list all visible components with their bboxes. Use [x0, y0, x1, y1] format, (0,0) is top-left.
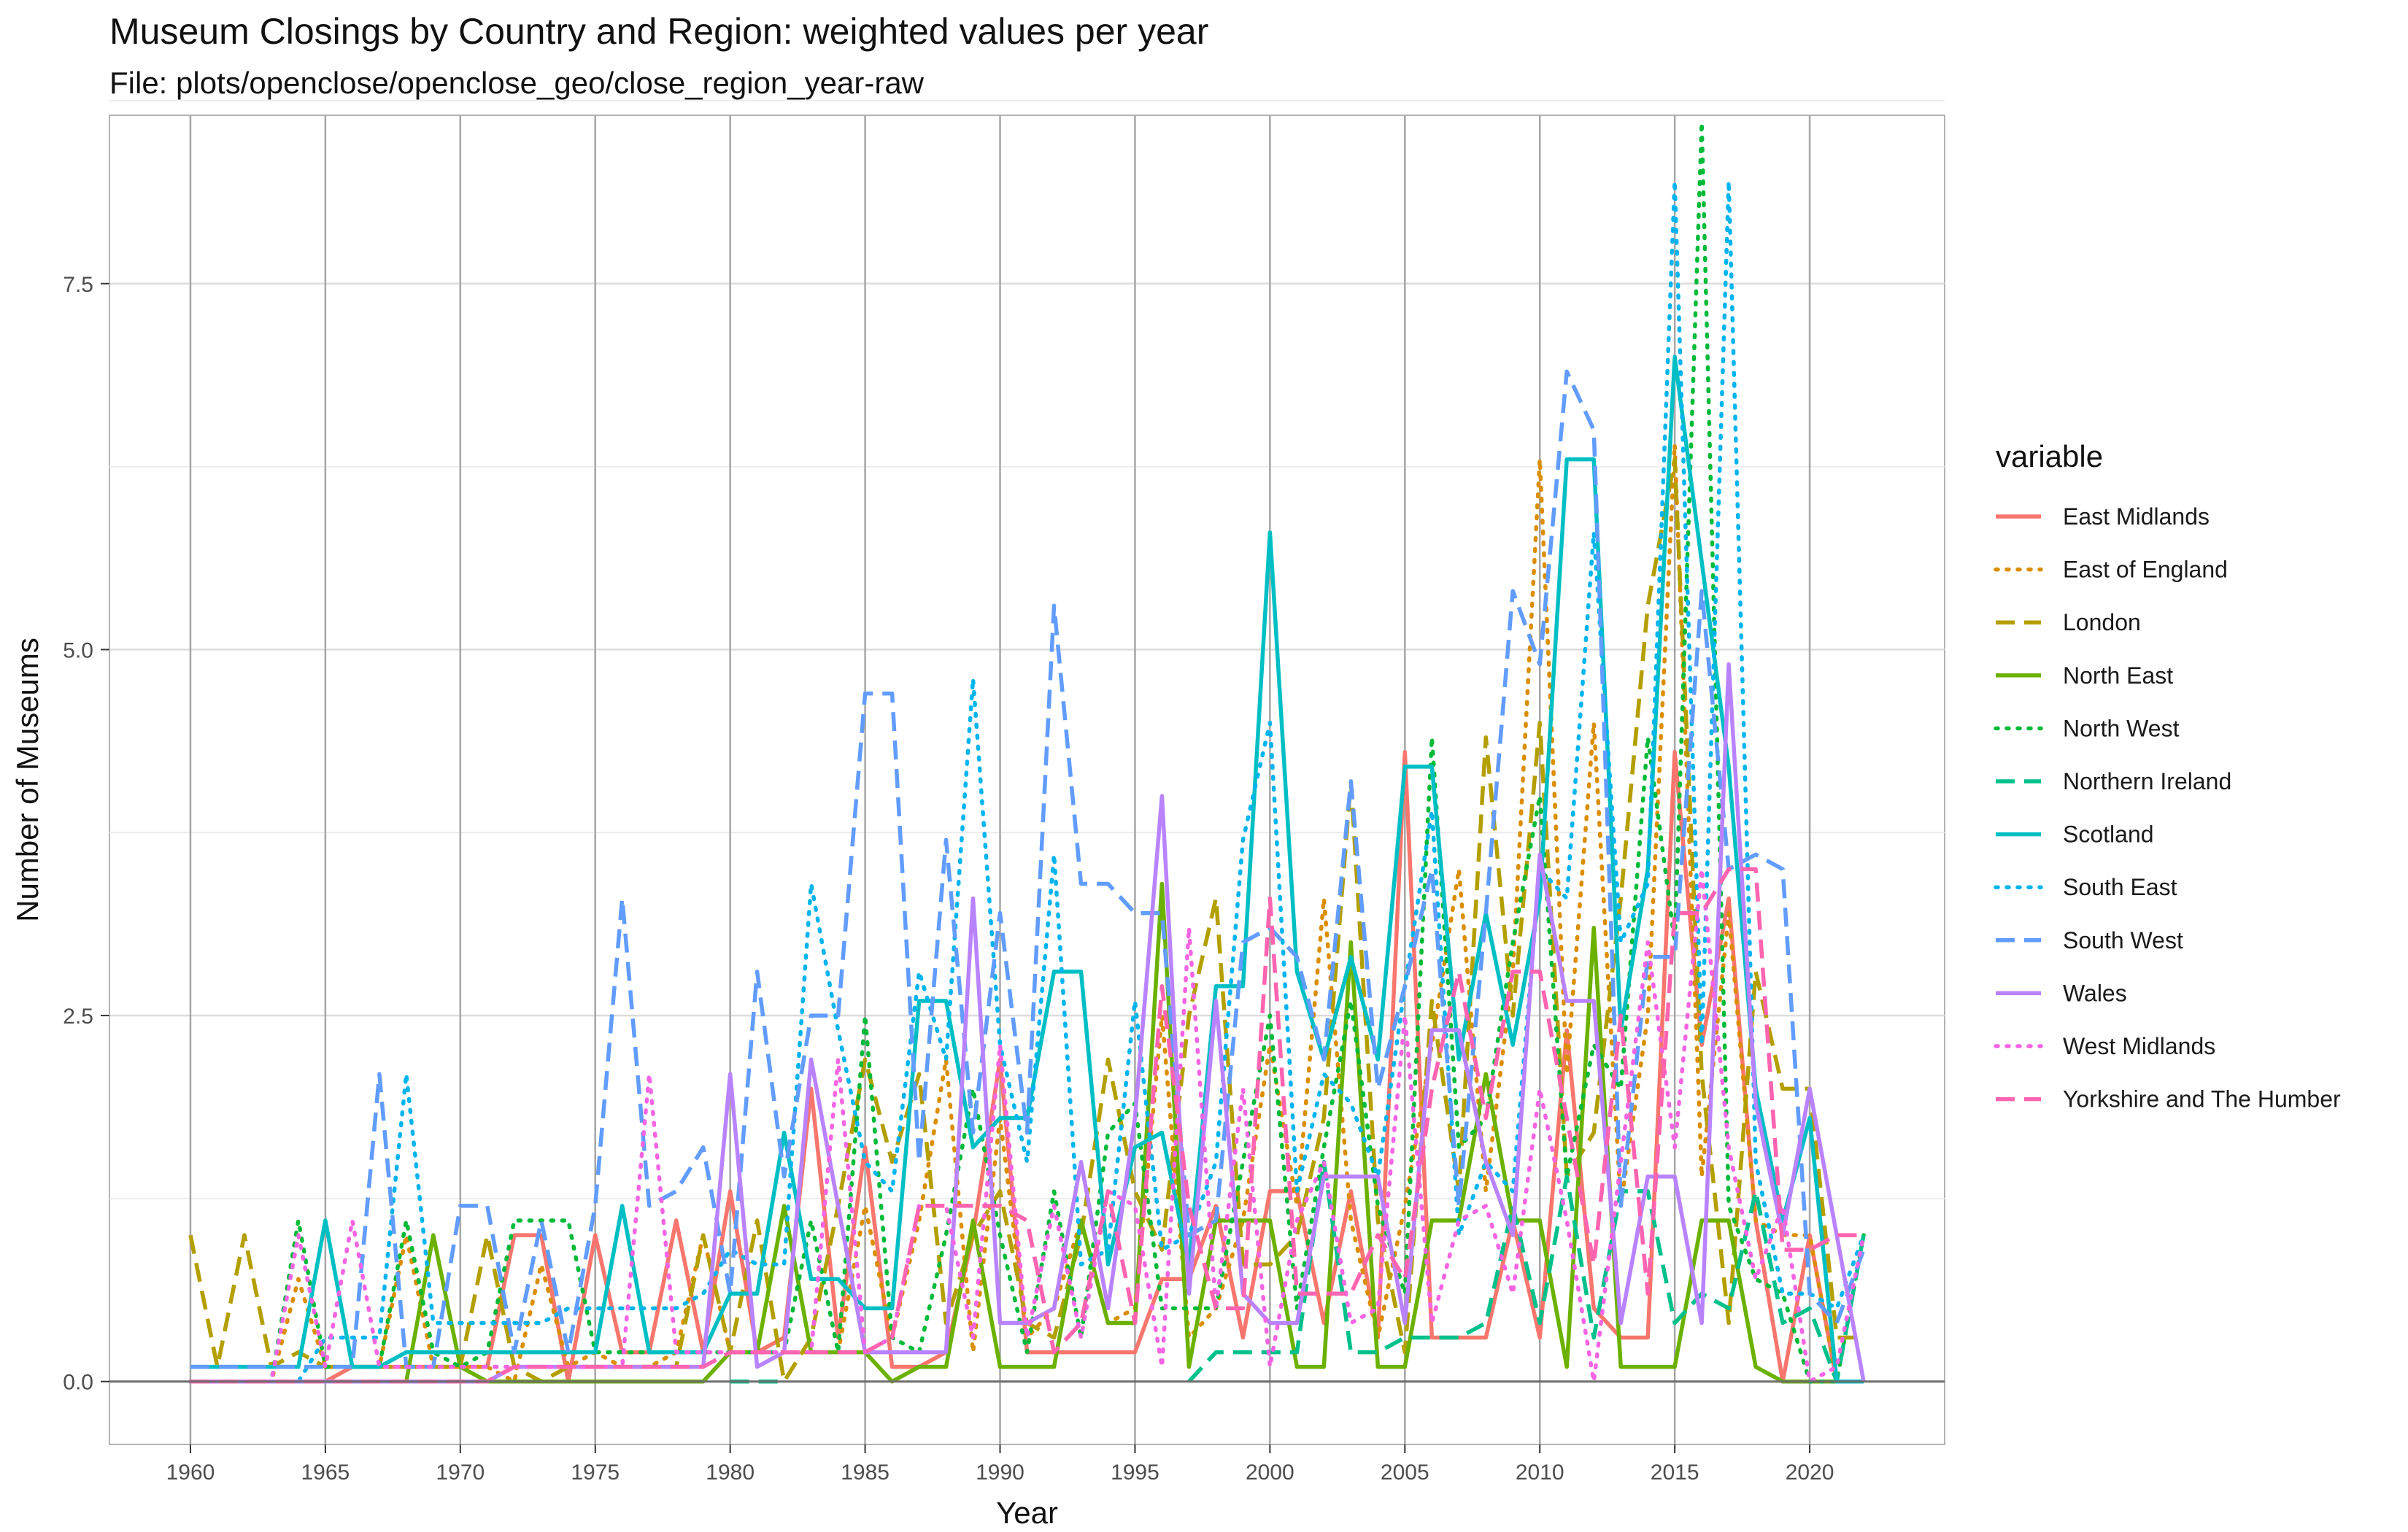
legend-label: East Midlands	[2063, 503, 2210, 530]
y-tick-label: 7.5	[63, 273, 93, 297]
series-line	[1187, 1159, 1866, 1384]
x-axis-title: Year	[996, 1496, 1058, 1530]
x-tick-label: 2010	[1516, 1461, 1564, 1485]
y-tick-label: 5.0	[63, 638, 93, 662]
x-tick-label: 1965	[301, 1461, 350, 1485]
x-tick-label: 1980	[706, 1461, 755, 1485]
series-layer	[188, 120, 1866, 1384]
x-tick-label: 2020	[1786, 1461, 1834, 1485]
series-line	[188, 179, 1866, 1384]
legend-label: South West	[2063, 927, 2183, 953]
y-tick-label: 0.0	[63, 1371, 93, 1395]
axis-layer: 1960 1965 1970 1975 1980 1985 1990 1995 2000 2005…	[10, 273, 1945, 1530]
x-tick-label: 1970	[436, 1461, 485, 1485]
x-tick-label: 2015	[1651, 1461, 1699, 1485]
series-line	[190, 867, 1864, 1384]
x-tick-label: 1975	[571, 1461, 620, 1485]
legend-label: Wales	[2063, 980, 2127, 1006]
series-line	[190, 369, 1866, 1369]
x-tick-label: 2000	[1246, 1461, 1294, 1485]
legend-label: South East	[2063, 874, 2177, 900]
legend-title: variable	[1996, 439, 2103, 473]
series-line	[188, 120, 1866, 1384]
grid-layer	[109, 99, 1945, 1445]
x-tick-label: 1985	[841, 1461, 890, 1485]
chart-title: Museum Closings by Country and Region: w…	[109, 11, 1209, 52]
x-tick-label: 1995	[1111, 1461, 1159, 1485]
legend-label: London	[2063, 609, 2141, 635]
y-axis-title: Number of Museums	[10, 638, 45, 922]
legend-label: East of England	[2063, 557, 2228, 583]
series-line	[190, 881, 1864, 1384]
legend-label: Scotland	[2063, 821, 2154, 848]
y-tick-label: 2.5	[63, 1005, 93, 1029]
legend-label: Yorkshire and The Humber	[2063, 1086, 2341, 1113]
chart-subtitle: File: plots/openclose/openclose_geo/clos…	[109, 66, 925, 100]
legend-label: West Midlands	[2063, 1033, 2215, 1059]
plot-panel	[109, 115, 1945, 1445]
x-tick-label: 1990	[976, 1461, 1024, 1485]
legend-label: Northern Ireland	[2063, 768, 2231, 794]
series-line	[188, 442, 1866, 1384]
legend-label: North West	[2063, 715, 2180, 741]
x-tick-label: 2005	[1381, 1461, 1429, 1485]
x-tick-label: 1960	[166, 1461, 215, 1485]
legend: variable East Midlands East of England Lond…	[1994, 439, 2341, 1113]
legend-label: North East	[2063, 662, 2173, 689]
